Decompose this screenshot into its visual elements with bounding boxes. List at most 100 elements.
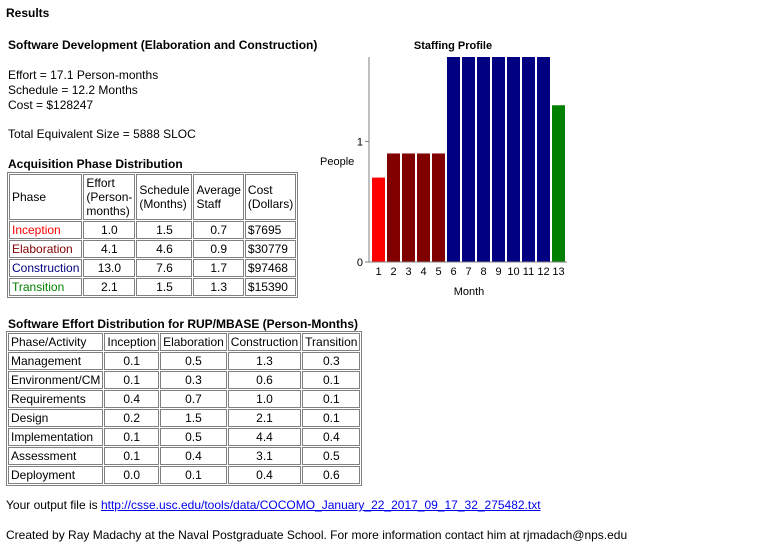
effort-table-header: Construction bbox=[227, 333, 302, 351]
table-cell: 0.9 bbox=[193, 240, 244, 258]
table-cell: 0.1 bbox=[302, 390, 361, 408]
bar-month-10 bbox=[507, 57, 520, 262]
output-prefix: Your output file is bbox=[6, 498, 101, 512]
x-tick-label: 1 bbox=[375, 266, 381, 278]
activity-cell: Management bbox=[8, 352, 104, 370]
y-axis-label: People bbox=[320, 156, 354, 168]
table-cell: 2.1 bbox=[83, 278, 136, 296]
table-cell: 7.6 bbox=[136, 259, 193, 277]
phase-name-cell: Transition bbox=[9, 278, 83, 296]
results-heading: Results bbox=[6, 6, 50, 20]
table-cell: 0.1 bbox=[104, 352, 160, 370]
effort-table-header: Phase/Activity bbox=[8, 333, 104, 351]
table-cell: 0.6 bbox=[227, 371, 302, 389]
table-cell: 0.1 bbox=[160, 466, 227, 484]
activity-cell: Environment/CM bbox=[8, 371, 104, 389]
x-tick-label: 4 bbox=[420, 266, 426, 278]
effort-table-title: Software Effort Distribution for RUP/MBA… bbox=[8, 317, 358, 331]
x-tick-label: 3 bbox=[405, 266, 411, 278]
table-cell: 0.3 bbox=[302, 352, 361, 370]
table-row: Deployment 0.0 0.1 0.4 0.6 bbox=[8, 466, 361, 484]
effort-distribution-table: Phase/Activity Inception Elaboration Constr… bbox=[6, 331, 363, 486]
table-cell: 0.7 bbox=[193, 221, 244, 239]
phase-name-cell: Inception bbox=[9, 221, 83, 239]
table-cell: $97468 bbox=[244, 259, 297, 277]
bar-month-2 bbox=[387, 153, 400, 262]
summary-block: Effort = 17.1 Person-months Schedule = 1… bbox=[8, 68, 158, 113]
table-cell: 1.0 bbox=[227, 390, 302, 408]
table-row: Design 0.2 1.5 2.1 0.1 bbox=[8, 409, 361, 427]
activity-cell: Implementation bbox=[8, 428, 104, 446]
table-cell: 1.3 bbox=[227, 352, 302, 370]
table-cell: $15390 bbox=[244, 278, 297, 296]
bar-month-7 bbox=[462, 57, 475, 262]
table-cell: 13.0 bbox=[83, 259, 136, 277]
bar-month-9 bbox=[492, 57, 505, 262]
activity-cell: Assessment bbox=[8, 447, 104, 465]
table-cell: 0.3 bbox=[160, 371, 227, 389]
effort-table-header: Elaboration bbox=[160, 333, 227, 351]
output-line: Your output file is http://csse.usc.edu/… bbox=[6, 498, 541, 512]
table-cell: 1.7 bbox=[193, 259, 244, 277]
activity-cell: Deployment bbox=[8, 466, 104, 484]
x-tick-label: 2 bbox=[390, 266, 396, 278]
table-cell: 1.0 bbox=[83, 221, 136, 239]
phase-table-header: Schedule (Months) bbox=[136, 174, 193, 220]
table-cell: 2.1 bbox=[227, 409, 302, 427]
table-row: Environment/CM 0.1 0.3 0.6 0.1 bbox=[8, 371, 361, 389]
phase-name-cell: Construction bbox=[9, 259, 83, 277]
bar-month-3 bbox=[402, 153, 415, 262]
table-cell: $30779 bbox=[244, 240, 297, 258]
table-row: Inception 1.0 1.5 0.7 $7695 bbox=[9, 221, 297, 239]
phase-table-header: Average Staff bbox=[193, 174, 244, 220]
table-cell: 0.1 bbox=[104, 371, 160, 389]
bar-month-4 bbox=[417, 153, 430, 262]
section-title: Software Development (Elaboration and Co… bbox=[8, 38, 318, 52]
activity-cell: Design bbox=[8, 409, 104, 427]
table-row: Management 0.1 0.5 1.3 0.3 bbox=[8, 352, 361, 370]
table-cell: 0.5 bbox=[160, 428, 227, 446]
table-cell: 4.4 bbox=[227, 428, 302, 446]
table-cell: $7695 bbox=[244, 221, 297, 239]
bar-month-8 bbox=[477, 57, 490, 262]
x-tick-label: 12 bbox=[537, 266, 549, 278]
y-tick-label: 0 bbox=[357, 257, 363, 269]
table-row: Assessment 0.1 0.4 3.1 0.5 bbox=[8, 447, 361, 465]
table-cell: 0.1 bbox=[104, 447, 160, 465]
table-cell: 1.3 bbox=[193, 278, 244, 296]
table-cell: 1.5 bbox=[136, 221, 193, 239]
x-tick-label: 13 bbox=[552, 266, 564, 278]
y-tick-label: 1 bbox=[357, 136, 363, 148]
bar-month-5 bbox=[432, 153, 445, 262]
effort-table-header: Transition bbox=[302, 333, 361, 351]
x-tick-label: 9 bbox=[495, 266, 501, 278]
x-tick-label: 8 bbox=[480, 266, 486, 278]
schedule-summary: Schedule = 12.2 Months bbox=[8, 83, 138, 97]
cost-summary: Cost = $128247 bbox=[8, 98, 94, 112]
phase-table-header: Phase bbox=[9, 174, 83, 220]
table-cell: 0.4 bbox=[302, 428, 361, 446]
phase-table-title: Acquisition Phase Distribution bbox=[8, 157, 183, 171]
table-cell: 0.1 bbox=[104, 428, 160, 446]
table-cell: 1.5 bbox=[160, 409, 227, 427]
table-cell: 0.6 bbox=[302, 466, 361, 484]
table-row: Transition 2.1 1.5 1.3 $15390 bbox=[9, 278, 297, 296]
table-cell: 4.1 bbox=[83, 240, 136, 258]
x-axis-label: Month bbox=[454, 286, 485, 298]
table-row: Requirements 0.4 0.7 1.0 0.1 bbox=[8, 390, 361, 408]
bar-month-1 bbox=[372, 177, 385, 262]
output-file-link[interactable]: http://csse.usc.edu/tools/data/COCOMO_Ja… bbox=[100, 498, 541, 512]
table-header-row: Phase/Activity Inception Elaboration Constr… bbox=[8, 333, 361, 351]
table-row: Construction 13.0 7.6 1.7 $97468 bbox=[9, 259, 297, 277]
table-cell: 0.7 bbox=[160, 390, 227, 408]
x-tick-label: 6 bbox=[450, 266, 456, 278]
table-cell: 3.1 bbox=[227, 447, 302, 465]
bar-month-13 bbox=[552, 105, 565, 262]
bar-month-11 bbox=[522, 57, 535, 262]
x-tick-label: 5 bbox=[435, 266, 441, 278]
table-cell: 0.0 bbox=[104, 466, 160, 484]
x-tick-label: 10 bbox=[507, 266, 519, 278]
table-cell: 0.2 bbox=[104, 409, 160, 427]
table-cell: 0.4 bbox=[104, 390, 160, 408]
